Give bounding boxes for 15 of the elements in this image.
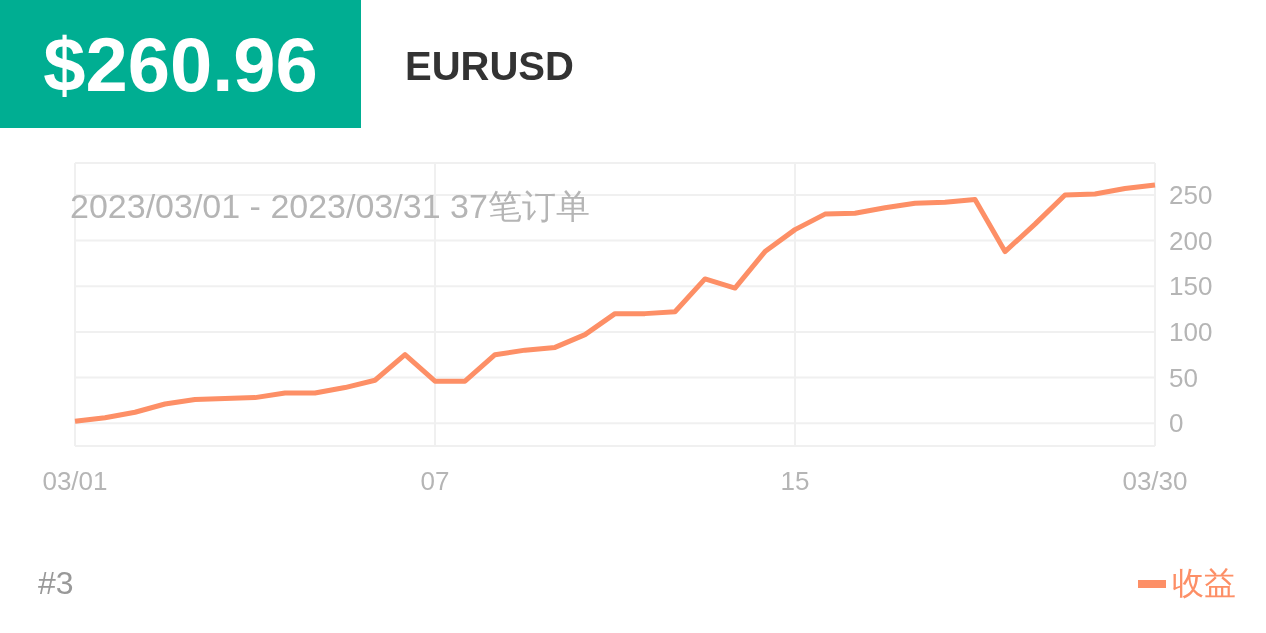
y-tick-label: 200 <box>1169 225 1213 256</box>
y-tick-label: 0 <box>1169 408 1184 439</box>
chart-subtitle: EURUSD <box>405 44 574 89</box>
x-tick-label: 15 <box>780 466 810 497</box>
annotation: 2023/03/01 - 2023/03/31 37笔订单 <box>70 186 590 227</box>
legend-label: 收益 <box>1172 564 1236 603</box>
y-tick-label: 50 <box>1169 362 1198 393</box>
y-tick-label: 250 <box>1169 180 1213 211</box>
chart-title: $260.96 <box>0 0 361 128</box>
x-tick-label: 03/30 <box>1122 466 1188 497</box>
y-tick-label: 150 <box>1169 271 1213 302</box>
x-tick-label: 07 <box>420 466 450 497</box>
y-tick-label: 100 <box>1169 317 1213 348</box>
x-tick-label: 03/01 <box>42 466 108 497</box>
text: #3 <box>38 565 74 602</box>
